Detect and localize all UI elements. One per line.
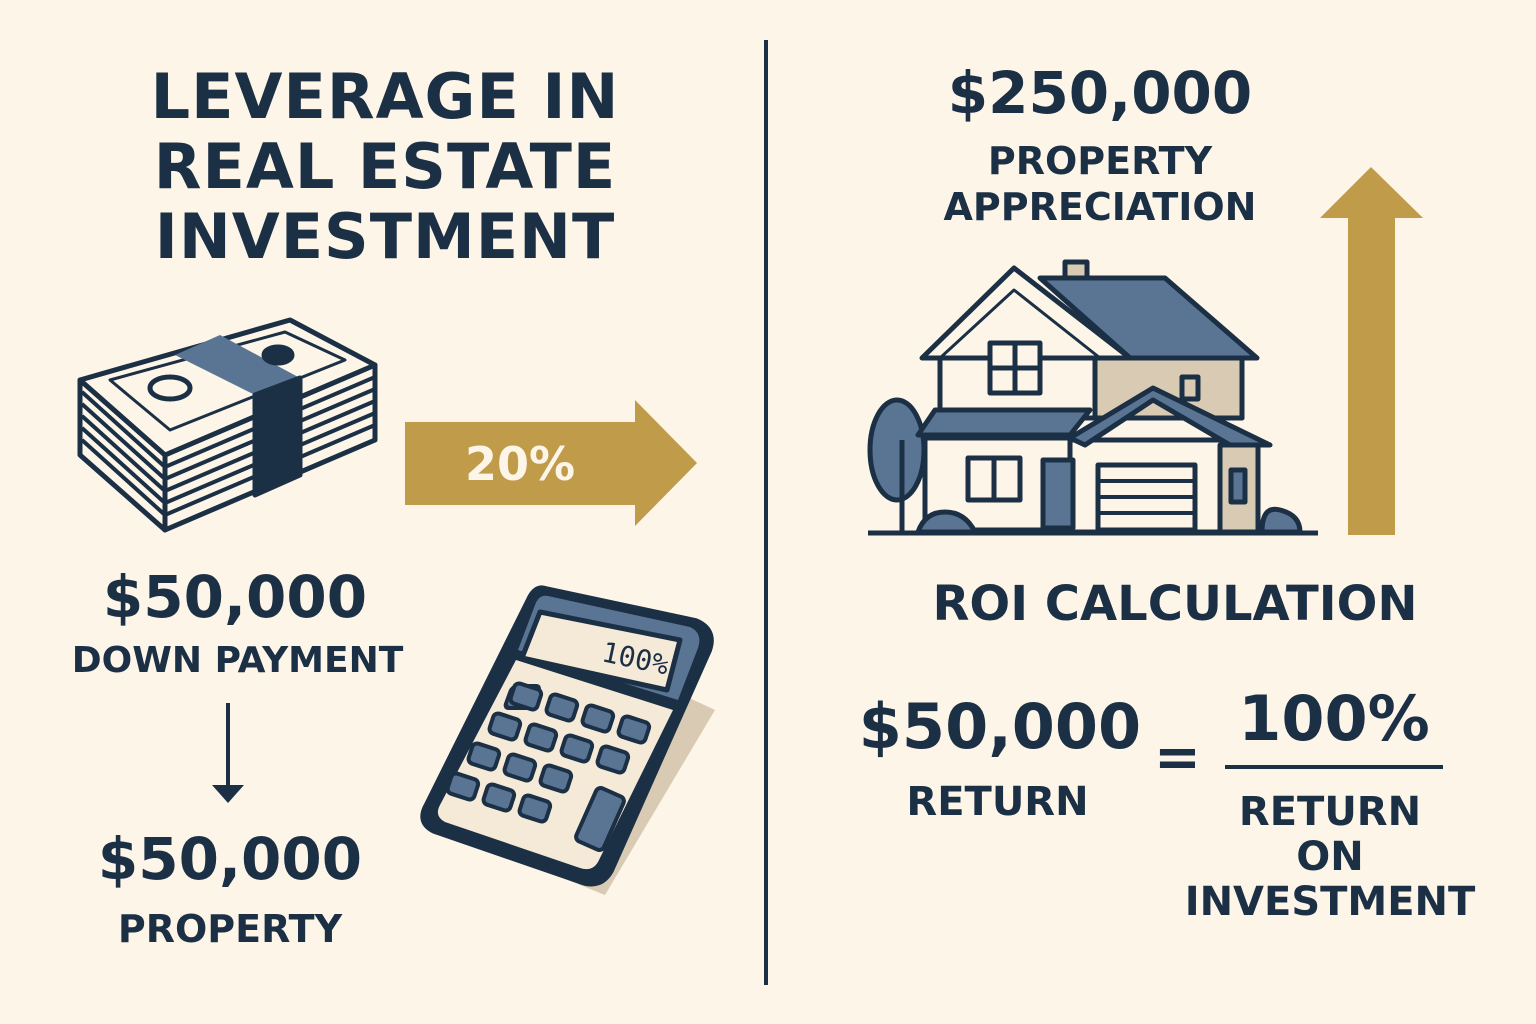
- money-stack-icon: [77, 317, 378, 533]
- calculator-key: [616, 714, 652, 745]
- down-arrow-icon: [212, 703, 244, 803]
- down-payment-amount: $50,000: [102, 563, 368, 631]
- appreciation-label-1: PROPERTY: [987, 139, 1213, 183]
- roi-label-3: INVESTMENT: [1184, 879, 1476, 925]
- title-line-3: INVESTMENT: [154, 200, 616, 273]
- calculator-key: [481, 782, 517, 813]
- calculator-key: [508, 681, 544, 712]
- calculator-key: [487, 711, 523, 742]
- return-amount: $50,000: [858, 690, 1142, 763]
- calculator-key: [559, 733, 595, 764]
- equals-sign: =: [1154, 725, 1201, 790]
- roi-heading: ROI CALCULATION: [932, 576, 1418, 632]
- gold-arrow-right-icon: [405, 400, 697, 526]
- calculator-key: [466, 741, 502, 772]
- calculator-key: [538, 763, 574, 794]
- calculator-key: [517, 793, 553, 824]
- house-icon: [867, 259, 1318, 536]
- calculator-key: [445, 771, 481, 802]
- appreciation-amount: $250,000: [947, 59, 1253, 127]
- property-amount: $50,000: [97, 825, 363, 893]
- calculator-key: [580, 703, 616, 734]
- title-line-1: LEVERAGE IN: [150, 60, 620, 133]
- calculator-key: [544, 692, 580, 723]
- title-line-2: REAL ESTATE: [153, 130, 617, 203]
- appreciation-label-2: APPRECIATION: [943, 185, 1257, 229]
- return-label: RETURN: [906, 779, 1089, 825]
- calculator-key: [502, 752, 538, 783]
- calculator-icon: [420, 585, 715, 895]
- gold-arrow-up-icon: [1320, 167, 1423, 535]
- page-title: LEVERAGE IN REAL ESTATE INVESTMENT: [100, 62, 670, 272]
- calculator-key: [523, 722, 559, 753]
- down-payment-label: DOWN PAYMENT: [71, 640, 404, 681]
- roi-label-1: RETURN: [1238, 789, 1422, 835]
- arrow-percent-label: 20%: [464, 437, 576, 491]
- property-label: PROPERTY: [117, 907, 343, 951]
- calculator-key: [595, 744, 631, 775]
- roi-value: 100%: [1238, 682, 1430, 755]
- calculator-enter-key: [574, 786, 626, 852]
- roi-label-2: ON: [1296, 834, 1364, 880]
